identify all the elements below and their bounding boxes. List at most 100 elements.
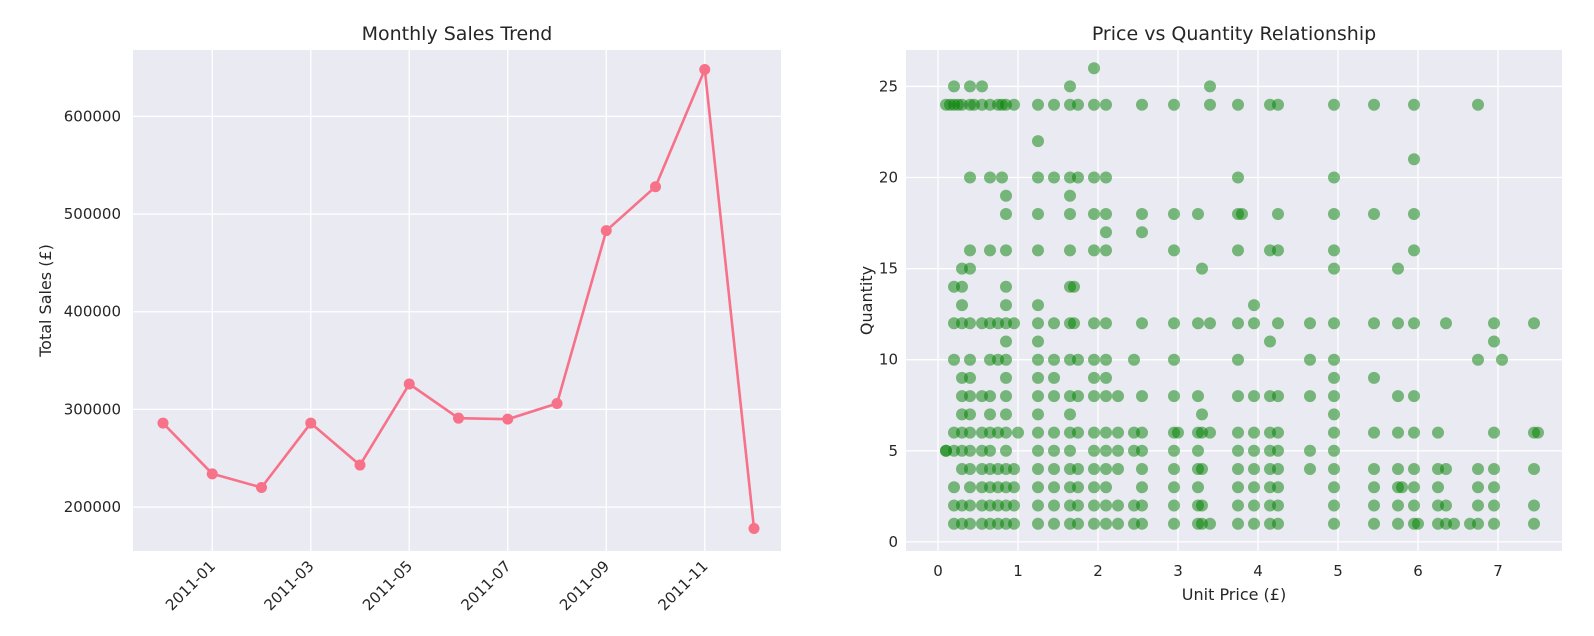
right-x-tick-label: 2 — [1093, 562, 1103, 580]
scatter-point — [1396, 481, 1408, 494]
scatter-point — [1032, 517, 1044, 530]
scatter-point — [1068, 280, 1080, 293]
scatter-point — [984, 444, 996, 457]
scatter-point — [1032, 335, 1044, 348]
scatter-point — [1072, 481, 1084, 494]
scatter-point — [1168, 463, 1180, 475]
scatter-point — [1168, 317, 1180, 330]
scatter-point — [1488, 499, 1500, 512]
scatter-point — [1272, 517, 1284, 530]
scatter-point — [1048, 499, 1060, 512]
scatter-point — [1112, 463, 1124, 475]
scatter-point — [964, 481, 976, 494]
scatter-point — [1000, 189, 1012, 202]
scatter-point — [1168, 390, 1180, 403]
sales-point — [600, 225, 612, 237]
scatter-point — [1136, 517, 1148, 530]
scatter-point — [984, 244, 996, 257]
scatter-point — [1088, 317, 1100, 330]
scatter-point — [1272, 463, 1284, 475]
scatter-point — [1272, 499, 1284, 512]
scatter-point — [1248, 390, 1260, 403]
scatter-point — [964, 426, 976, 439]
scatter-point — [1472, 499, 1484, 512]
scatter-point — [1272, 481, 1284, 494]
scatter-point — [1032, 244, 1044, 257]
scatter-point — [996, 171, 1008, 184]
scatter-point — [1168, 517, 1180, 530]
scatter-point — [984, 171, 996, 184]
scatter-point — [1488, 426, 1500, 439]
scatter-point — [1232, 444, 1244, 457]
scatter-point — [1168, 444, 1180, 457]
scatter-point — [1168, 499, 1180, 512]
left-y-tick-label: 600000 — [64, 107, 121, 125]
scatter-point — [1232, 98, 1244, 111]
scatter-point — [1000, 299, 1012, 312]
scatter-point — [1100, 390, 1112, 403]
scatter-point — [1248, 317, 1260, 330]
scatter-point — [964, 371, 976, 384]
scatter-point — [1448, 517, 1460, 530]
left-y-tick-label: 400000 — [64, 303, 121, 321]
scatter-point — [976, 80, 988, 93]
scatter-point — [1472, 481, 1484, 494]
scatter-point — [1368, 371, 1380, 384]
scatter-point — [1000, 371, 1012, 384]
right-x-axis-label: Unit Price (£) — [1182, 585, 1286, 604]
scatter-point — [1328, 426, 1340, 439]
right-x-tick-label: 7 — [1493, 562, 1503, 580]
scatter-point — [1204, 98, 1216, 111]
scatter-point — [1168, 481, 1180, 494]
scatter-point — [1008, 317, 1020, 330]
scatter-point — [1392, 499, 1404, 512]
scatter-point — [1100, 463, 1112, 475]
scatter-point — [1192, 444, 1204, 457]
scatter-point — [1192, 208, 1204, 220]
scatter-point — [1368, 208, 1380, 220]
scatter-point — [1168, 353, 1180, 366]
scatter-point — [1088, 244, 1100, 257]
scatter-point — [1528, 317, 1540, 330]
right-tick-labels: 0 1 2 3 4 5 6 7 0 5 10 15 20 25 — [879, 77, 1503, 580]
scatter-point — [1432, 481, 1444, 494]
scatter-point — [948, 80, 960, 93]
scatter-point — [1232, 499, 1244, 512]
scatter-point — [948, 481, 960, 494]
scatter-point — [1232, 463, 1244, 475]
scatter-point — [1440, 463, 1452, 475]
scatter-point — [1408, 244, 1420, 257]
scatter-point — [1248, 299, 1260, 312]
scatter-point — [1328, 390, 1340, 403]
scatter-point — [1032, 444, 1044, 457]
scatter-point — [1192, 317, 1204, 330]
scatter-point — [1408, 153, 1420, 166]
scatter-point — [1196, 408, 1208, 421]
scatter-point — [1528, 463, 1540, 475]
scatter-point — [1100, 226, 1112, 239]
scatter-point — [1136, 426, 1148, 439]
scatter-point — [1328, 171, 1340, 184]
right-x-tick-label: 0 — [933, 562, 943, 580]
scatter-point — [1136, 208, 1148, 220]
right-x-tick-label: 4 — [1253, 562, 1263, 580]
scatter-point — [1032, 499, 1044, 512]
scatter-point — [1496, 353, 1508, 366]
scatter-point — [1328, 353, 1340, 366]
scatter-point — [1072, 353, 1084, 366]
scatter-point — [1304, 463, 1316, 475]
scatter-point — [956, 299, 968, 312]
sales-line-series — [157, 64, 760, 535]
scatter-point — [1136, 444, 1148, 457]
scatter-point — [1112, 426, 1124, 439]
scatter-point — [1072, 463, 1084, 475]
scatter-point — [1328, 208, 1340, 220]
scatter-point — [1408, 390, 1420, 403]
scatter-point — [1304, 444, 1316, 457]
scatter-point — [1204, 517, 1216, 530]
scatter-point — [1136, 481, 1148, 494]
left-x-tick-label: 2011-11 — [655, 557, 712, 614]
right-x-tick-label: 1 — [1013, 562, 1023, 580]
sales-point — [748, 523, 760, 535]
scatter-point — [1232, 517, 1244, 530]
